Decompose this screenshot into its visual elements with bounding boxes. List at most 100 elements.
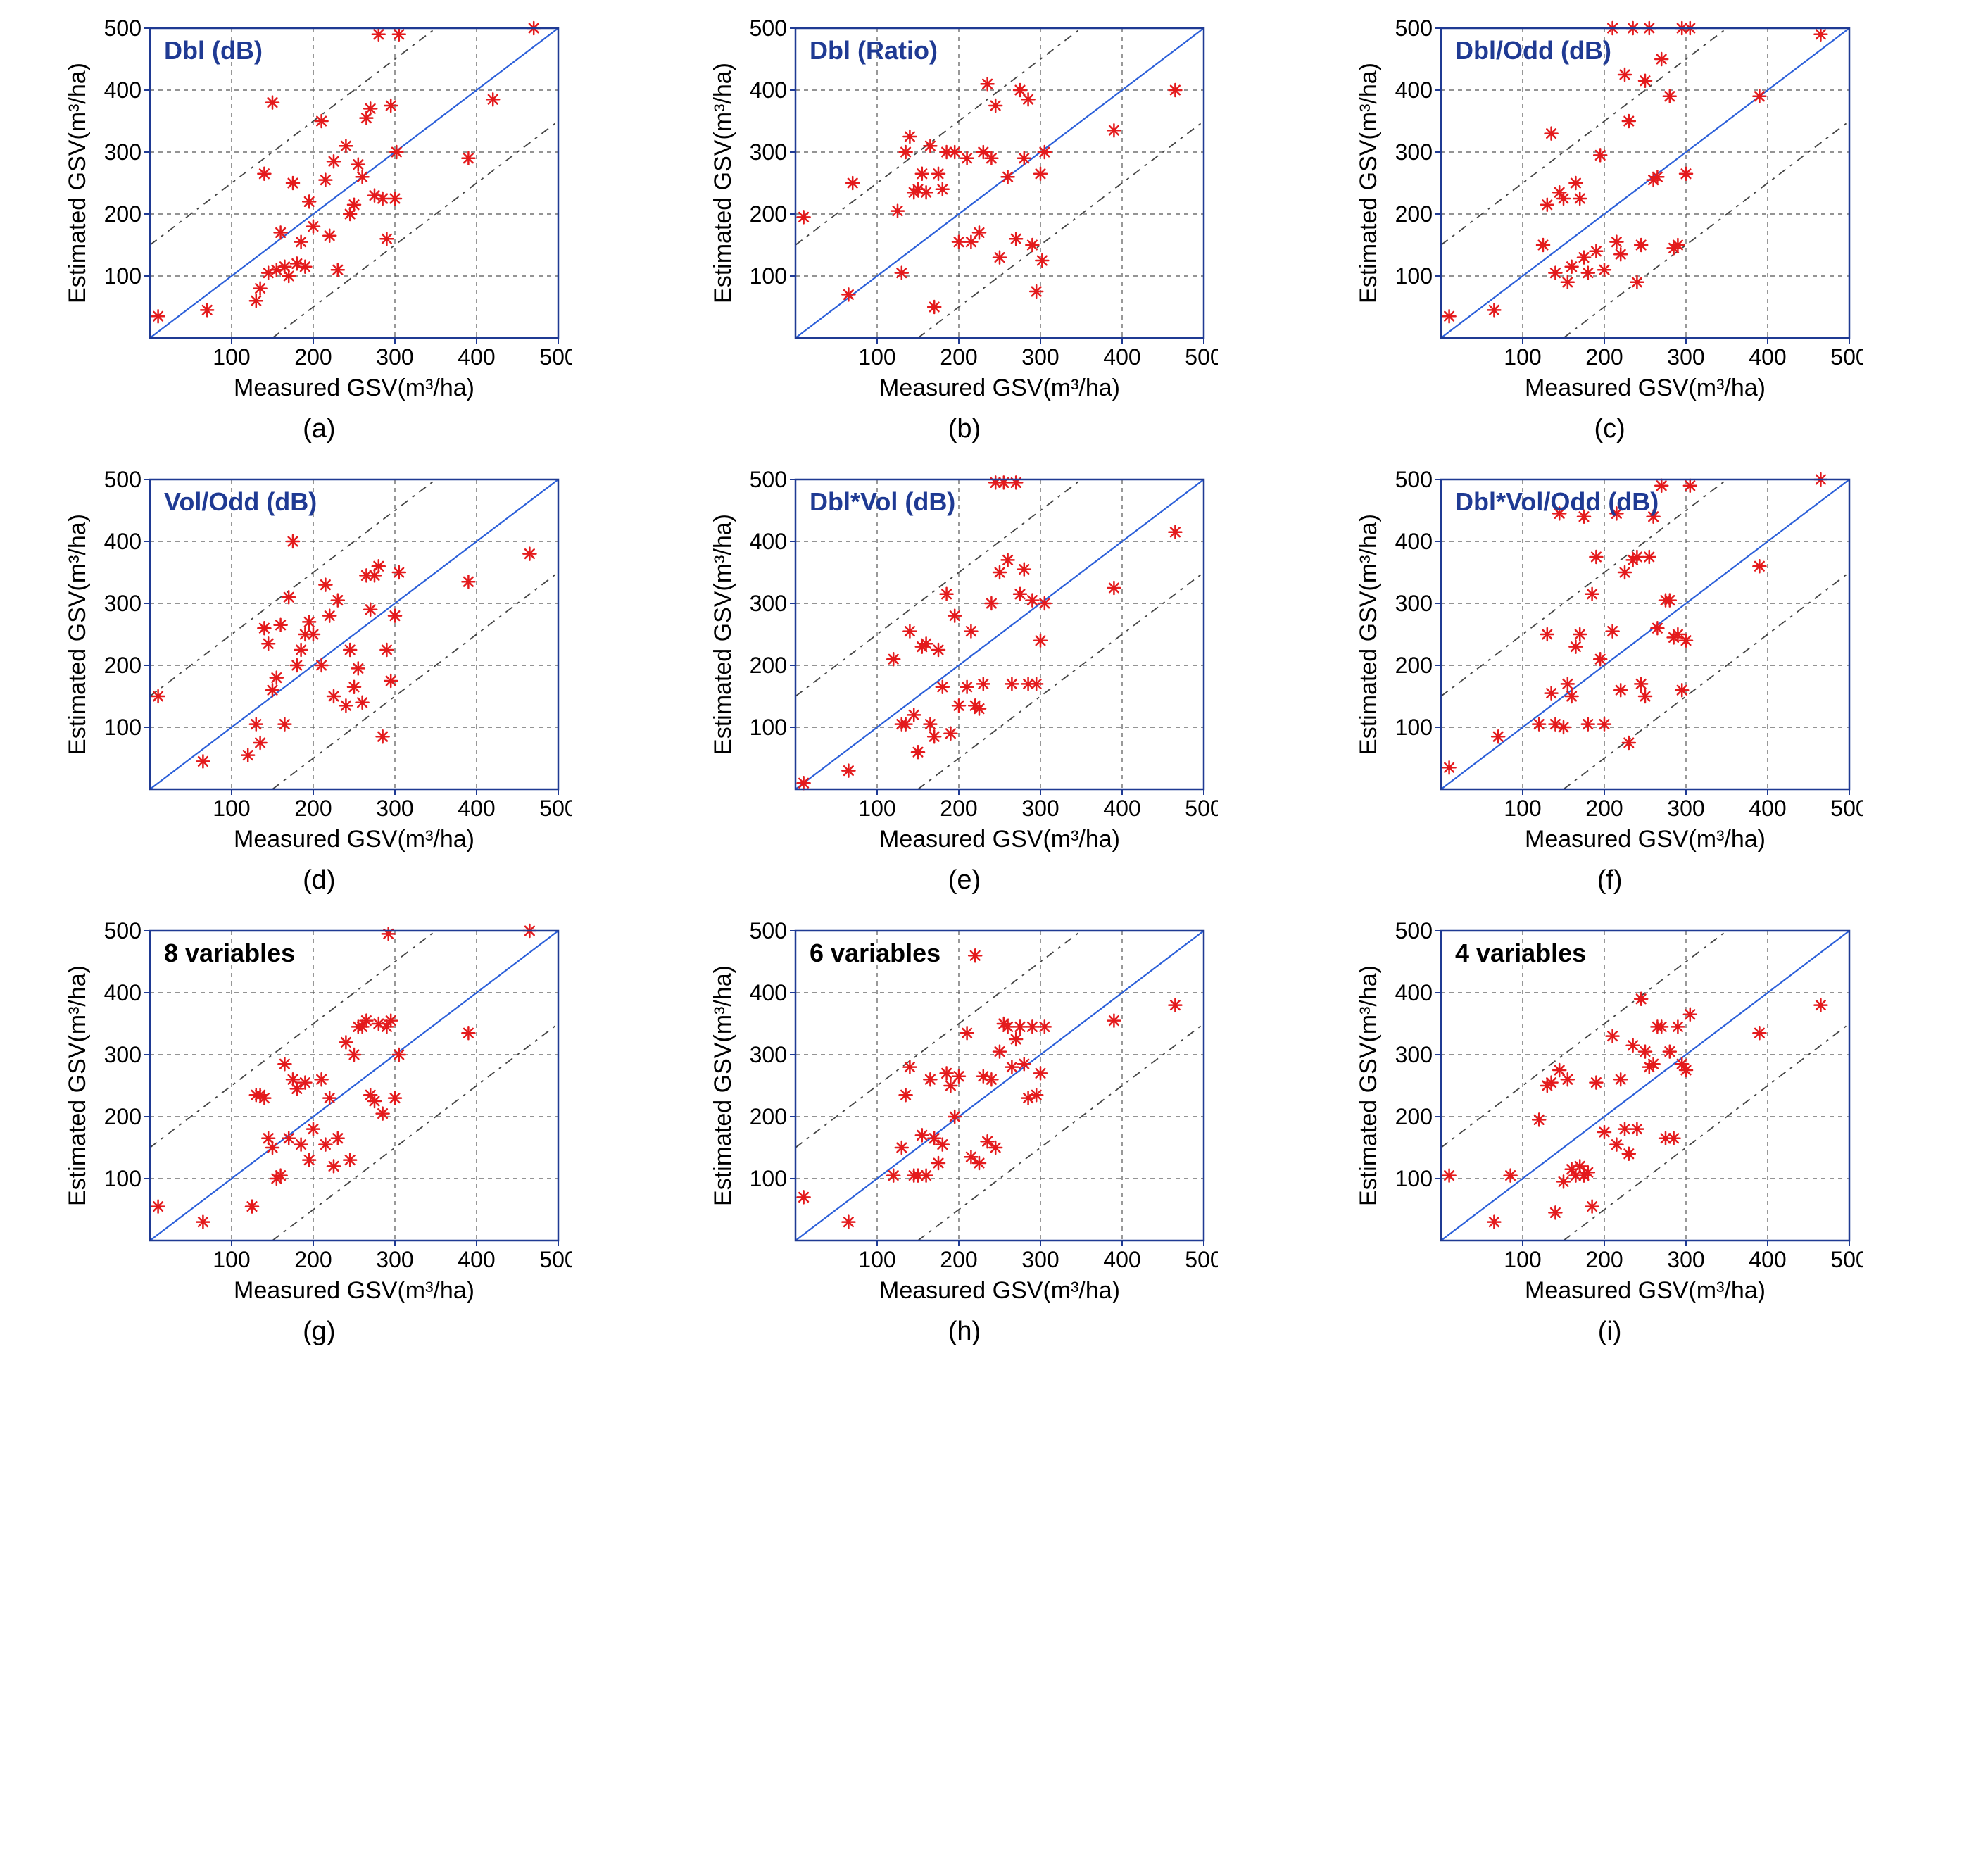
data-point	[258, 622, 271, 634]
data-point	[1009, 1033, 1022, 1046]
data-point	[1585, 1200, 1598, 1213]
data-point	[266, 684, 279, 696]
svg-text:500: 500	[540, 1247, 573, 1272]
data-point	[1169, 999, 1181, 1012]
data-point	[340, 1036, 353, 1048]
data-point	[275, 619, 287, 632]
data-point	[1647, 1057, 1659, 1070]
data-point	[332, 594, 344, 607]
scatter-plot-f: 100200300400500100200300400500Measured G…	[1357, 465, 1863, 860]
data-point	[1680, 1064, 1692, 1076]
scatter-plot-g: 100200300400500100200300400500Measured G…	[65, 917, 572, 1311]
data-point	[1753, 560, 1766, 572]
data-point	[303, 1154, 316, 1167]
data-point	[1651, 170, 1663, 183]
svg-text:200: 200	[940, 1247, 977, 1272]
svg-text:500: 500	[1830, 1247, 1863, 1272]
panel-e: 100200300400500100200300400500Measured G…	[660, 465, 1270, 896]
panel-caption: (i)	[1598, 1317, 1622, 1347]
svg-text:300: 300	[1021, 344, 1059, 370]
svg-text:300: 300	[1667, 1247, 1704, 1272]
data-point	[295, 1138, 308, 1151]
svg-text:400: 400	[458, 796, 496, 821]
data-point	[463, 1027, 475, 1039]
svg-text:100: 100	[1504, 1247, 1541, 1272]
svg-text:300: 300	[1021, 1247, 1059, 1272]
data-point	[1594, 149, 1606, 161]
data-point	[352, 662, 365, 674]
svg-text:100: 100	[858, 1247, 895, 1272]
data-point	[985, 597, 998, 610]
data-point	[303, 195, 316, 208]
panel-caption: (e)	[948, 865, 981, 896]
data-point	[989, 99, 1002, 112]
data-point	[961, 152, 974, 165]
svg-text:400: 400	[750, 77, 787, 103]
svg-text:500: 500	[1395, 467, 1432, 492]
data-point	[299, 1076, 312, 1089]
data-point	[900, 1088, 912, 1101]
data-point	[1606, 625, 1618, 638]
data-point	[952, 236, 965, 249]
svg-text:400: 400	[1395, 980, 1432, 1005]
data-point	[524, 548, 536, 560]
panel-title: 8 variables	[164, 939, 295, 967]
data-point	[1655, 53, 1668, 65]
panel-title: 6 variables	[810, 939, 940, 967]
data-point	[332, 263, 344, 276]
svg-text:200: 200	[940, 344, 977, 370]
data-point	[1557, 721, 1570, 734]
data-point	[948, 610, 961, 622]
svg-text:100: 100	[750, 1166, 787, 1191]
data-point	[389, 610, 401, 622]
data-point	[1169, 84, 1181, 96]
data-point	[1622, 115, 1635, 127]
data-point	[344, 644, 357, 656]
panel-caption: (a)	[303, 414, 335, 444]
data-point	[1442, 1169, 1455, 1182]
data-point	[365, 603, 377, 616]
data-point	[961, 1027, 974, 1039]
data-point	[1026, 594, 1038, 607]
data-point	[287, 177, 299, 189]
y-axis-label: Estimated GSV(m³/ha)	[1357, 514, 1382, 755]
y-axis-label: Estimated GSV(m³/ha)	[65, 514, 91, 755]
data-point	[887, 653, 900, 665]
data-point	[1814, 999, 1827, 1012]
data-point	[1487, 303, 1500, 316]
data-point	[1622, 1148, 1635, 1160]
data-point	[283, 270, 296, 282]
svg-text:400: 400	[1395, 529, 1432, 554]
data-point	[372, 28, 385, 41]
data-point	[932, 644, 945, 656]
data-point	[842, 288, 855, 301]
svg-text:200: 200	[750, 201, 787, 227]
panel-grid: 100200300400500100200300400500Measured G…	[14, 14, 1915, 1347]
svg-text:300: 300	[750, 1042, 787, 1067]
data-point	[1671, 239, 1684, 251]
data-point	[989, 1141, 1002, 1154]
data-point	[315, 115, 328, 127]
data-point	[1561, 1073, 1573, 1086]
svg-text:300: 300	[1667, 344, 1704, 370]
data-point	[940, 1067, 953, 1079]
data-point	[916, 1129, 929, 1141]
panel-caption: (g)	[303, 1317, 335, 1347]
data-point	[944, 727, 957, 740]
data-point	[1683, 1008, 1696, 1021]
data-point	[1561, 276, 1573, 289]
data-point	[940, 588, 953, 601]
data-point	[1038, 146, 1051, 158]
data-point	[324, 610, 336, 622]
data-point	[1026, 1020, 1038, 1033]
data-point	[1549, 267, 1561, 280]
data-point	[377, 1107, 389, 1120]
data-point	[254, 282, 267, 295]
svg-text:100: 100	[858, 796, 895, 821]
y-axis-label: Estimated GSV(m³/ha)	[711, 63, 736, 303]
data-point	[1598, 263, 1611, 276]
data-point	[315, 1073, 328, 1086]
data-point	[842, 765, 855, 777]
data-point	[307, 1123, 320, 1136]
data-point	[389, 192, 401, 205]
